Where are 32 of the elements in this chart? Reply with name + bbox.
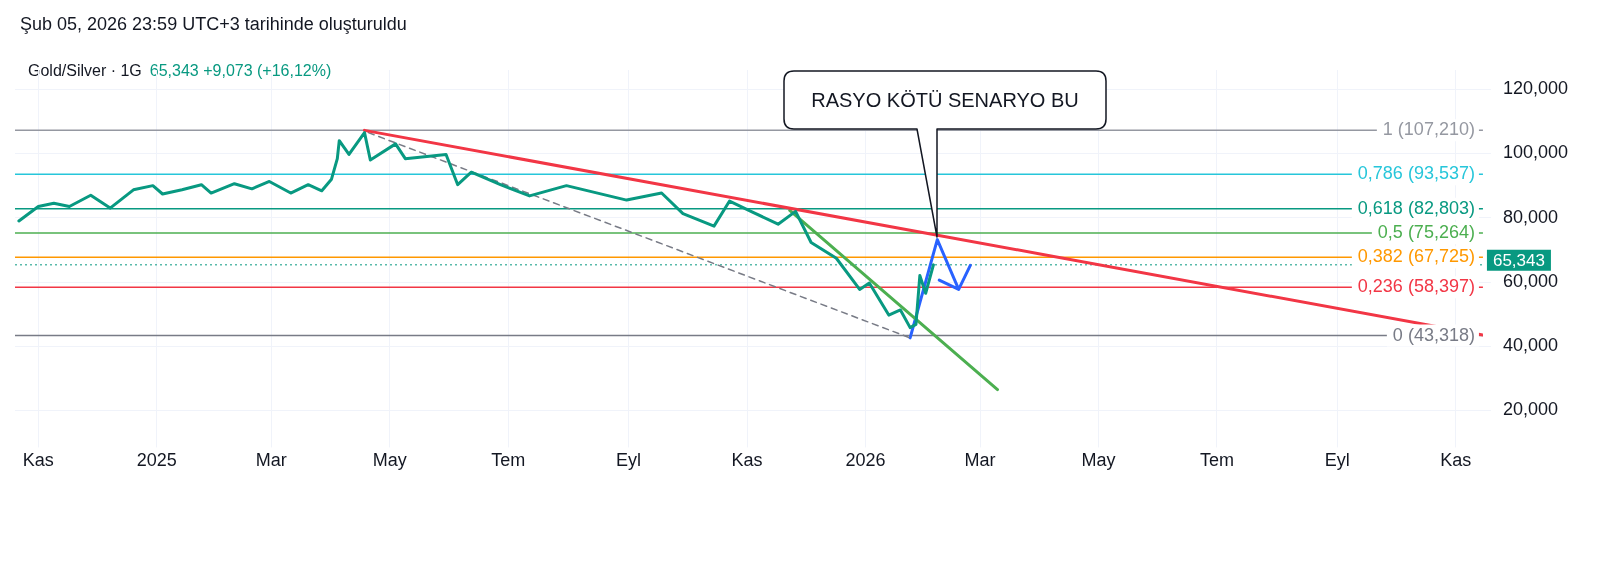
x-tick-label: Mar <box>255 450 287 471</box>
ref-line-label: 0,382 (67,725) <box>1357 246 1475 267</box>
x-tick-label: Kas <box>731 450 763 471</box>
x-tick-label: Kas <box>22 450 54 471</box>
ref-line-label: 0,786 (93,537) <box>1357 163 1475 184</box>
y-tick-label: 120,000 <box>1502 78 1569 99</box>
speech-bubble: RASYO KÖTÜ SENARYO BU <box>780 68 1110 240</box>
x-tick-label: Eyl <box>1324 450 1350 471</box>
ref-line-label: 0,236 (58,397) <box>1357 276 1475 297</box>
ref-line-label: 65,343 <box>1492 250 1545 270</box>
y-tick-label: 20,000 <box>1502 399 1558 420</box>
x-tick-label: May <box>1081 450 1116 471</box>
y-tick-label: 60,000 <box>1502 270 1558 291</box>
x-tick-label: Kas <box>1440 450 1472 471</box>
chart-subtitle: 65,343 +9,073 (+16,12%) <box>149 62 332 79</box>
x-tick-label: Eyl <box>616 450 642 471</box>
y-tick-label: 80,000 <box>1502 206 1558 227</box>
x-tick-label: 2026 <box>845 450 886 471</box>
x-tick-label: Tem <box>1199 450 1234 471</box>
text: Şub 05, 2026 23:59 UTC+3 tarihinde oluşturuldu <box>20 14 407 35</box>
ref-line-label: 1 (107,210) <box>1382 119 1475 140</box>
chart-title: Gold/Silver · 1G <box>28 62 142 79</box>
x-tick-label: Tem <box>491 450 526 471</box>
y-tick-label: 100,000 <box>1502 142 1569 163</box>
x-tick-label: Mar <box>964 450 996 471</box>
ref-line-label: 0,618 (82,803) <box>1357 197 1475 218</box>
ref-line-label: 0 (43,318) <box>1392 324 1475 345</box>
x-tick-label: May <box>372 450 407 471</box>
x-tick-label: 2025 <box>136 450 177 471</box>
annotation: RASYO KÖTÜ SENARYO BU <box>810 88 1080 113</box>
ref-line-label: 0,5 (75,264) <box>1377 221 1475 242</box>
y-tick-label: 40,000 <box>1502 335 1558 356</box>
